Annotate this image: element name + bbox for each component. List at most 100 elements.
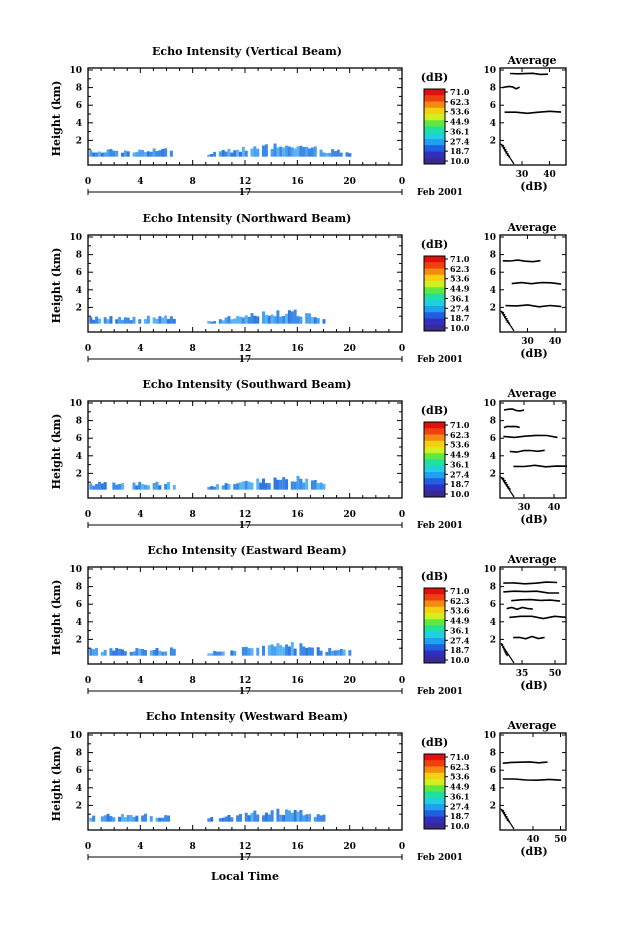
echo-cell [316, 483, 320, 490]
x-tick-label: 20 [343, 344, 356, 354]
x-tick-label: 8 [190, 676, 196, 686]
colorbar-tick-label: 18.7 [450, 811, 469, 821]
echo-cell [290, 481, 294, 490]
date-label: Feb 2001 [417, 521, 463, 531]
colorbar-swatch [424, 151, 445, 159]
colorbar-swatch [424, 779, 445, 786]
average-noise-streak [502, 778, 562, 782]
colorbar-swatch [424, 754, 445, 761]
echo-cell [143, 650, 147, 656]
echo-cell [100, 651, 104, 656]
y-tick-label: 10 [69, 66, 82, 76]
echo-cell [247, 815, 251, 822]
echo-cell [296, 475, 300, 490]
colorbar-swatch [424, 256, 445, 263]
y-tick-label: 4 [76, 784, 82, 794]
echo-cell [126, 317, 130, 324]
x-tick-label: 16 [291, 177, 304, 187]
echo-cell [308, 814, 312, 822]
y-tick-label: 4 [76, 452, 82, 462]
average-y-tick-label: 4 [490, 618, 496, 628]
colorbar-swatch [424, 625, 445, 633]
echo-cell [155, 481, 159, 490]
colorbar-tick-label: 44.9 [450, 117, 470, 127]
x-tick-label: 16 [291, 676, 304, 686]
colorbar-swatch [424, 760, 445, 767]
echo-cell [305, 478, 309, 490]
colorbar-swatch [424, 453, 445, 460]
plot-frame [87, 67, 403, 166]
date-label: Feb 2001 [417, 355, 463, 365]
x-tick-label: 12 [239, 344, 252, 354]
y-tick-label: 4 [76, 119, 82, 129]
colorbar-tick-label: 71.0 [450, 752, 470, 762]
average-y-tick-label: 4 [490, 784, 496, 794]
colorbar-swatch [424, 318, 445, 326]
colorbar-swatch [424, 107, 445, 115]
echo-cell [149, 650, 153, 656]
average-y-tick-label: 6 [490, 766, 496, 776]
echo-cell [250, 482, 254, 490]
echo-cell [89, 483, 93, 490]
y-axis-label: Height (km) [50, 81, 63, 157]
colorbar-tick-label: 36.1 [450, 791, 469, 801]
echo-cell [118, 816, 122, 822]
echo-cell [95, 483, 99, 490]
echo-cell [290, 812, 294, 822]
x-tick-label: 0 [85, 842, 91, 852]
echo-cell [319, 482, 323, 490]
colorbar-tick-label: 27.4 [450, 469, 470, 479]
echo-cell [322, 152, 326, 157]
echo-cell [215, 651, 219, 656]
echo-cell [244, 812, 248, 822]
echo-cell [310, 647, 314, 656]
echo-cell [210, 153, 214, 157]
echo-cell [305, 814, 309, 822]
echo-cell [316, 318, 320, 324]
echo-cell [247, 648, 251, 656]
y-tick-label: 10 [69, 399, 82, 409]
echo-cell [282, 647, 286, 656]
echo-cell [282, 815, 286, 822]
x-tick-label: 20 [343, 842, 356, 852]
colorbar-tick-label: 62.3 [450, 430, 470, 440]
echo-cell [92, 485, 96, 490]
x-tick-label: 0 [399, 344, 405, 354]
colorbar-swatch [424, 428, 445, 435]
echo-cell [227, 148, 231, 157]
echo-cell [172, 318, 176, 324]
colorbar-unit: (dB) [421, 238, 448, 251]
echo-cell [89, 648, 93, 656]
echo-cell [138, 648, 142, 656]
echo-cell [224, 816, 228, 822]
echo-cell [210, 321, 214, 324]
y-tick-label: 6 [76, 268, 82, 278]
echo-cell [169, 647, 173, 656]
colorbar-tick-label: 44.9 [450, 284, 470, 294]
echo-cell [336, 149, 340, 157]
echo-cell [262, 815, 266, 822]
echo-cell [103, 482, 107, 490]
colorbar-swatch [424, 588, 445, 595]
echo-cell [141, 815, 145, 822]
echo-cell [276, 479, 280, 490]
echo-cell [158, 650, 162, 656]
echo-cell [230, 817, 234, 822]
echo-cell [230, 319, 234, 324]
average-noise-streak [502, 85, 520, 90]
echo-cell [238, 813, 242, 822]
echo-cell [244, 646, 248, 656]
colorbar-tick-label: 10.0 [450, 821, 470, 831]
echo-cell [270, 810, 274, 822]
colorbar-swatch [424, 422, 445, 429]
colorbar-frame [423, 255, 446, 332]
colorbar-swatch [424, 287, 445, 294]
date-label: Feb 2001 [417, 188, 463, 198]
echo-cell [169, 316, 173, 324]
echo-cell [253, 315, 257, 324]
echo-cell [161, 148, 165, 157]
x-tick-label: 8 [190, 510, 196, 520]
echo-cell [331, 149, 335, 157]
average-y-tick-label: 6 [490, 101, 496, 111]
day-label: 17 [239, 687, 252, 697]
